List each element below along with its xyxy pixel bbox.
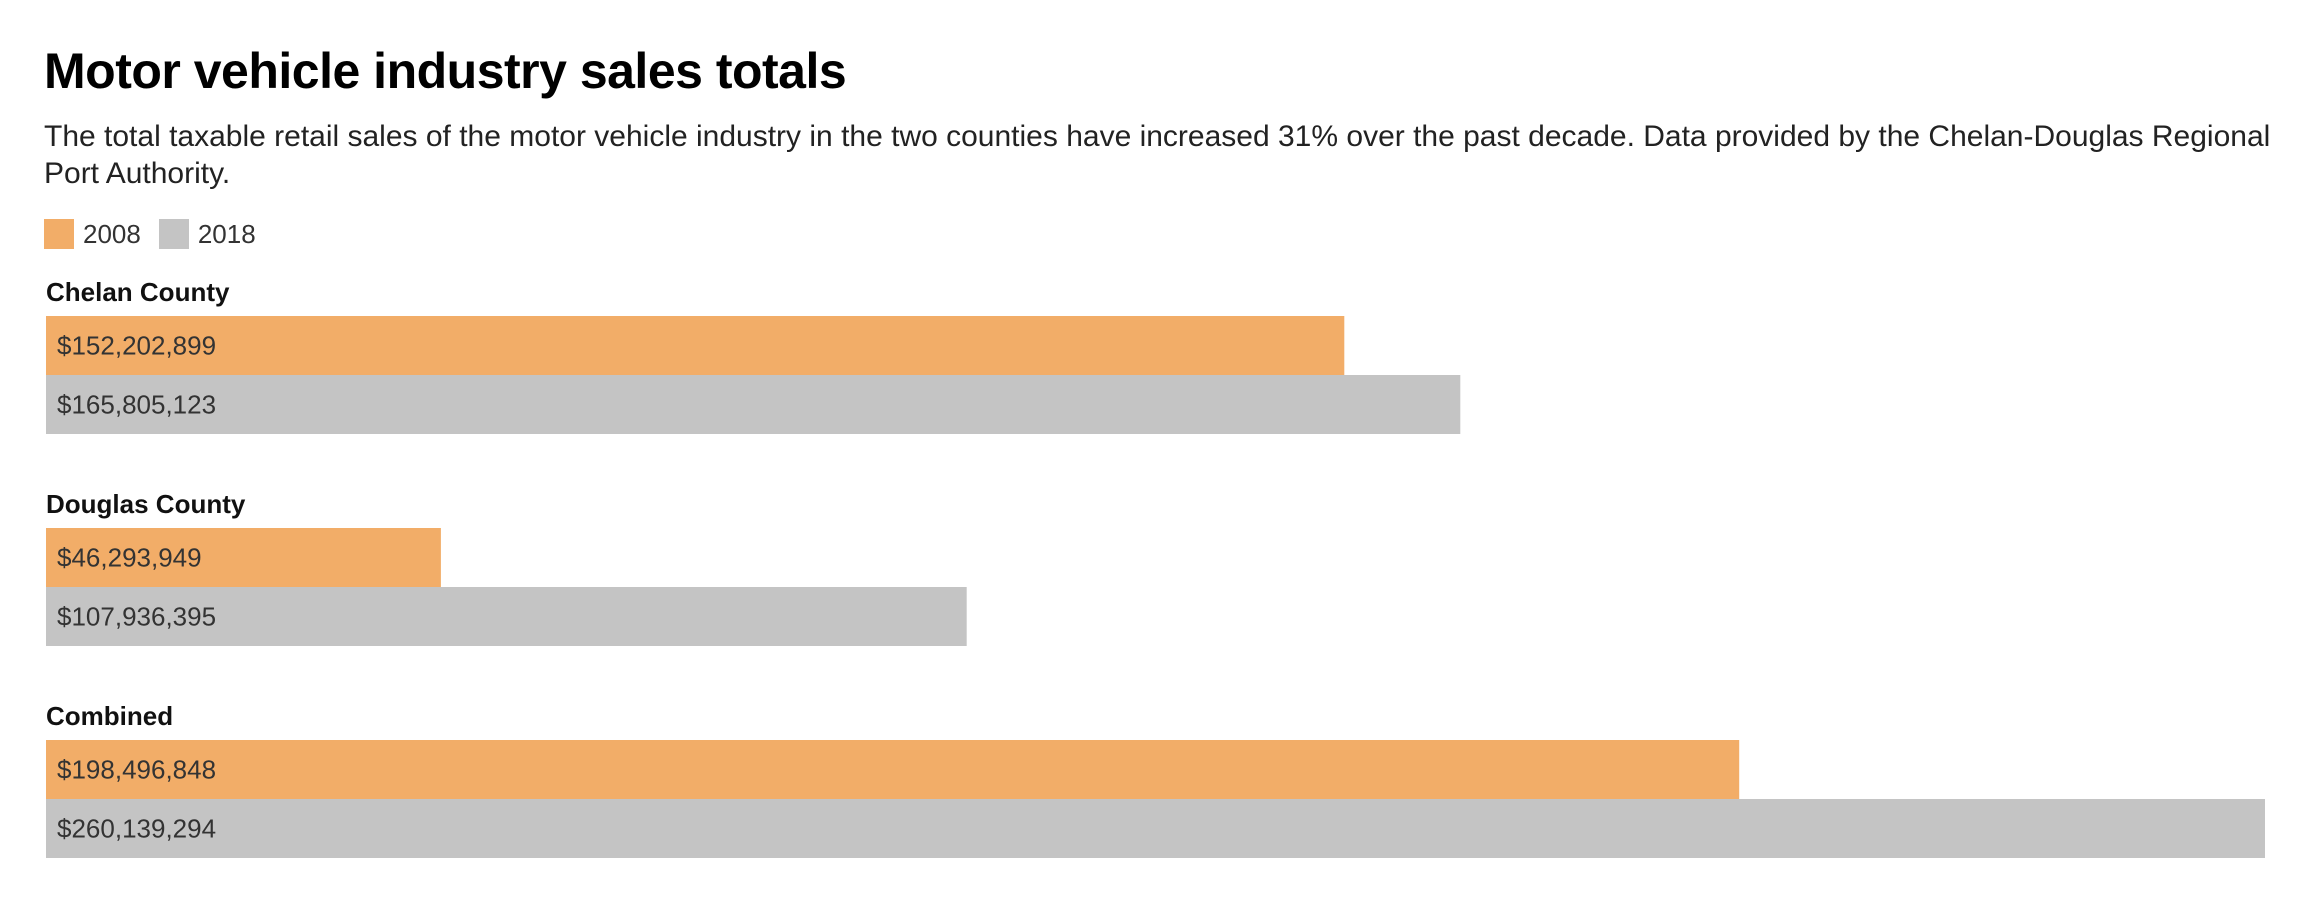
bar-douglas-county-2008 (46, 528, 441, 587)
group-label-chelan-county: Chelan County (46, 277, 230, 307)
bar-combined-2018 (46, 799, 2265, 858)
legend-label-2008: 2008 (83, 219, 141, 249)
legend-item-2008: 2008 (44, 219, 141, 249)
chart-subtitle: The total taxable retail sales of the mo… (44, 120, 2271, 190)
bar-label-combined-2018: $260,139,294 (57, 814, 216, 844)
legend-swatch-2008 (44, 219, 74, 249)
bar-chelan-county-2008 (46, 316, 1345, 375)
bar-label-chelan-county-2018: $165,805,123 (57, 390, 216, 420)
bar-label-chelan-county-2008: $152,202,899 (57, 331, 216, 361)
group-label-combined: Combined (46, 701, 173, 731)
chart-legend: 2008 2018 (44, 218, 274, 250)
bar-douglas-county-2018 (46, 587, 967, 646)
bar-label-douglas-county-2018: $107,936,395 (57, 602, 216, 632)
chart-title: Motor vehicle industry sales totals (44, 43, 847, 99)
bar-label-douglas-county-2008: $46,293,949 (57, 543, 202, 573)
group-label-douglas-county: Douglas County (46, 489, 246, 519)
legend-swatch-2018 (158, 219, 189, 249)
bar-label-combined-2008: $198,496,848 (57, 755, 216, 785)
bar-combined-2008 (46, 740, 1740, 799)
bar-chelan-county-2018 (46, 375, 1461, 434)
legend-label-2018: 2018 (197, 219, 256, 249)
legend-item-2018: 2018 (158, 219, 256, 249)
